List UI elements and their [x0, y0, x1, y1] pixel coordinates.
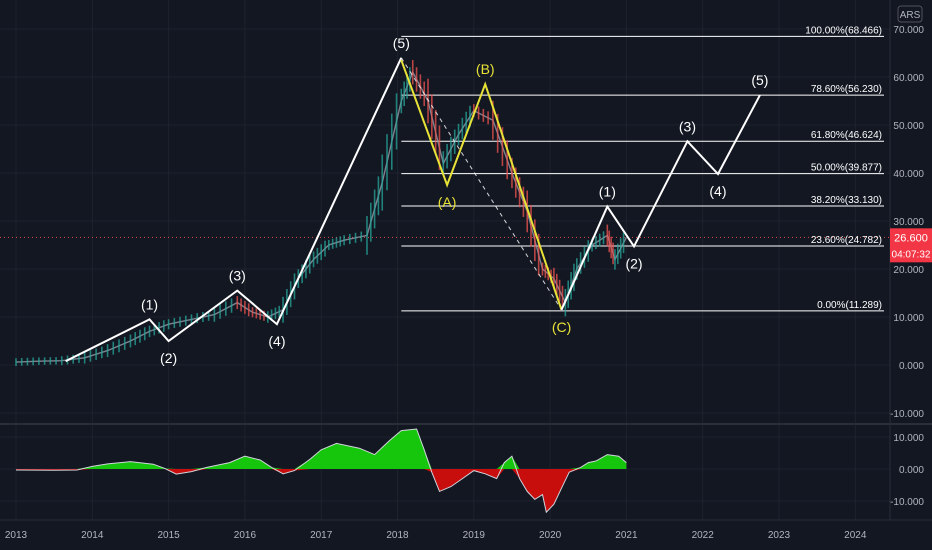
x-tick-label: 2024: [844, 530, 867, 541]
fib-level-label: 78.60%(56.230): [811, 84, 882, 95]
x-tick-label: 2022: [692, 530, 715, 541]
y-tick-label: 50.000: [893, 121, 924, 132]
projected-wave-label: (3): [679, 118, 696, 134]
osc-y-tick-label: -10.000: [890, 497, 924, 508]
x-tick-label: 2017: [310, 530, 333, 541]
y-tick-label: 70.000: [893, 25, 924, 36]
y-tick-label: 30.000: [893, 217, 924, 228]
y-tick-label: 10.000: [893, 313, 924, 324]
x-tick-label: 2016: [234, 530, 257, 541]
x-tick-label: 2015: [157, 530, 180, 541]
elliott-wave-drawings[interactable]: (1) (2) (3) (4) (5) (A) (B) (C) (1) (2) (3) (4) (5): [65, 35, 769, 366]
currency-badge[interactable]: ARS: [897, 5, 923, 23]
osc-y-tick-label: 0.000: [899, 465, 924, 476]
impulse-wave-line: [65, 57, 403, 363]
projected-wave-line: [560, 94, 761, 311]
oscillator-negative-area: [16, 469, 627, 513]
fib-level-label: 0.00%(11.289): [817, 300, 882, 311]
axes: 2013 2014 2015 2016 2017 2018 2019 2020 2021 2022…: [5, 25, 925, 541]
price-series: [15, 59, 628, 367]
y-tick-label: 60.000: [893, 73, 924, 84]
oscillator-positive-area: [16, 429, 627, 469]
y-tick-label: 40.000: [893, 169, 924, 180]
x-tick-label: 2019: [463, 530, 486, 541]
projected-wave-label: (5): [751, 72, 768, 88]
oscillator-pane: [15, 428, 627, 514]
x-tick-label: 2020: [539, 530, 562, 541]
x-tick-label: 2014: [81, 530, 104, 541]
fib-level-label: 23.60%(24.782): [811, 235, 882, 246]
x-tick-label: 2013: [5, 530, 28, 541]
corrective-wave-label: (B): [476, 61, 495, 77]
currency-label: ARS: [900, 10, 921, 21]
fib-level-label: 50.00%(39.877): [811, 163, 882, 174]
y-tick-label: 0.000: [899, 361, 924, 372]
impulse-wave-label: (3): [229, 268, 246, 284]
impulse-wave-label: (4): [268, 333, 285, 349]
corrective-wave-label: (C): [552, 319, 571, 335]
corrective-wave-line: [400, 59, 563, 311]
corrective-wave-label: (A): [438, 194, 457, 210]
fib-level-label: 61.80%(46.624): [811, 130, 882, 141]
x-tick-label: 2018: [386, 530, 409, 541]
projected-wave-label: (2): [625, 255, 642, 271]
last-price-badge[interactable]: 26.600 04:07:32: [890, 228, 932, 263]
oscillator-line: [15, 428, 627, 514]
x-tick-label: 2023: [768, 530, 791, 541]
y-tick-label: 20.000: [893, 265, 924, 276]
projected-wave-label: (4): [709, 183, 726, 199]
grid: [0, 0, 890, 520]
dashed-trendline: [400, 57, 562, 311]
last-price-value: 26.600: [894, 232, 928, 244]
fib-level-label: 38.20%(33.130): [811, 195, 882, 206]
fibonacci-retracement[interactable]: 100.00%(68.466) 78.60%(56.230) 61.80%(46.6…: [401, 25, 884, 312]
impulse-wave-label: (5): [393, 35, 410, 51]
y-tick-label: -10.000: [890, 409, 924, 420]
osc-y-tick-label: 10.000: [893, 433, 924, 444]
bar-countdown: 04:07:32: [892, 249, 931, 260]
x-tick-label: 2021: [615, 530, 638, 541]
fib-level-label: 100.00%(68.466): [805, 25, 882, 36]
impulse-wave-label: (1): [141, 296, 158, 312]
projected-wave-label: (1): [599, 184, 616, 200]
impulse-wave-label: (2): [160, 350, 177, 366]
